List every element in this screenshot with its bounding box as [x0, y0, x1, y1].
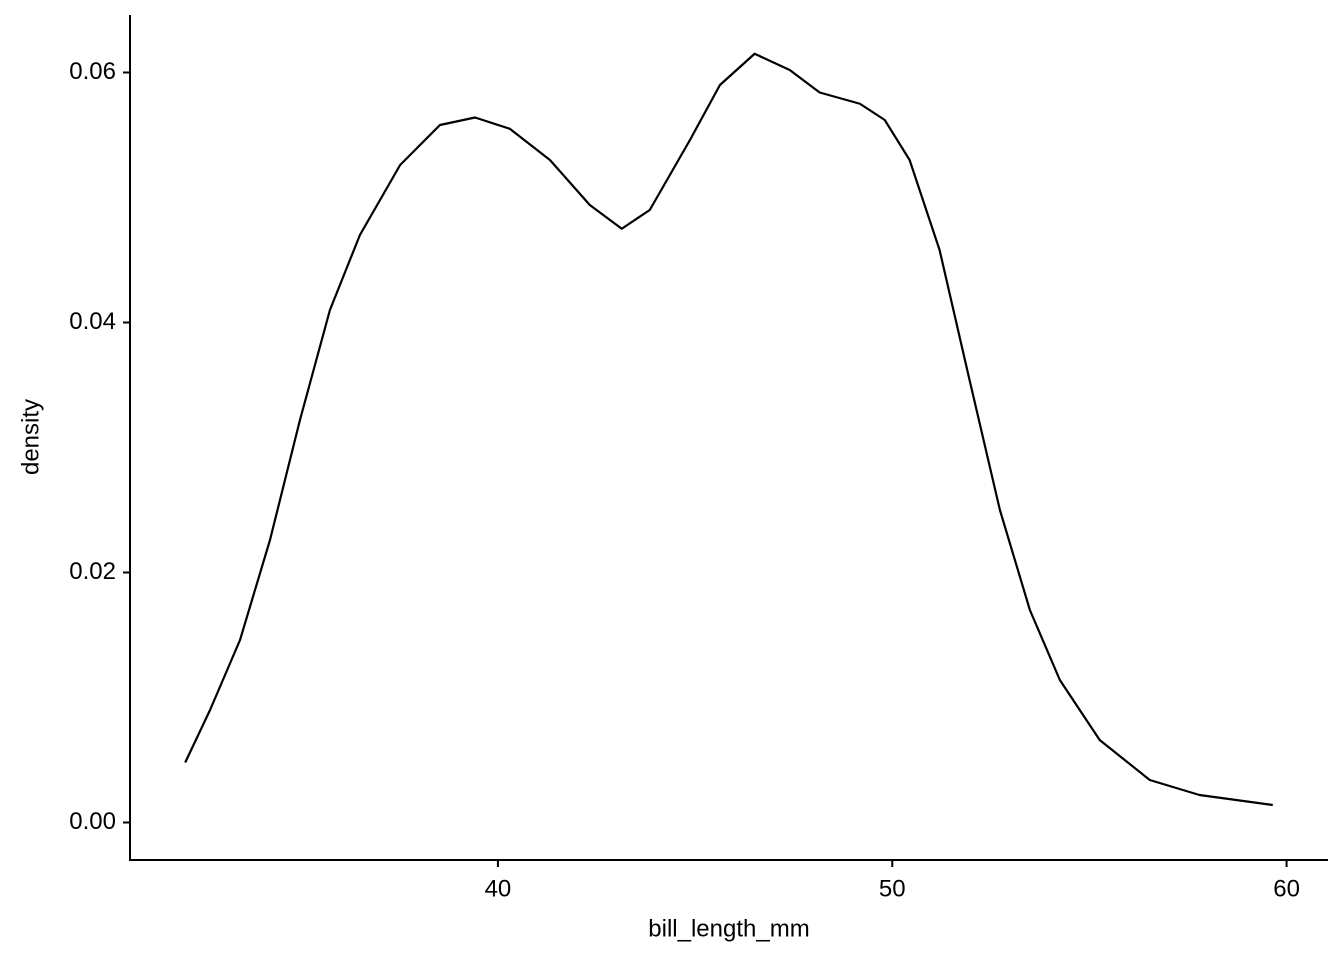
y-axis-label: density [17, 399, 44, 475]
x-tick-label: 60 [1273, 875, 1300, 902]
density-line [184, 52, 1273, 807]
x-tick-label: 40 [485, 875, 512, 902]
x-axis-label: bill_length_mm [648, 915, 809, 942]
x-tick-label: 50 [879, 875, 906, 902]
y-tick-label: 0.06 [69, 58, 116, 85]
y-tick-label: 0.04 [69, 308, 116, 335]
y-tick-label: 0.02 [69, 558, 116, 585]
y-tick-label: 0.00 [69, 808, 116, 835]
